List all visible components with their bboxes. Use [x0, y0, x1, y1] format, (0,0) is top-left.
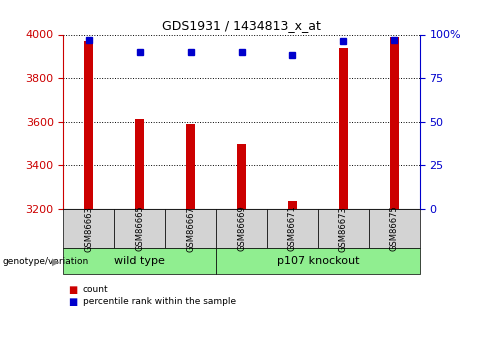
Text: genotype/variation: genotype/variation	[2, 257, 89, 266]
Text: percentile rank within the sample: percentile rank within the sample	[83, 297, 236, 306]
Text: ■: ■	[68, 297, 78, 307]
Bar	[389, 37, 399, 209]
Text: GSM86663: GSM86663	[84, 206, 93, 252]
Bar	[288, 201, 297, 209]
Bar	[339, 48, 348, 209]
Text: GSM86665: GSM86665	[135, 206, 144, 252]
Bar	[84, 41, 94, 209]
Text: GSM86667: GSM86667	[186, 206, 195, 252]
Text: count: count	[83, 285, 109, 294]
Text: ▶: ▶	[52, 256, 60, 266]
Text: GSM86669: GSM86669	[237, 206, 246, 252]
Text: GSM86671: GSM86671	[288, 206, 297, 252]
Text: wild type: wild type	[114, 256, 165, 266]
Text: ■: ■	[68, 285, 78, 295]
Bar	[135, 119, 144, 209]
Text: GSM86673: GSM86673	[339, 206, 348, 252]
Text: p107 knockout: p107 knockout	[277, 256, 359, 266]
Title: GDS1931 / 1434813_x_at: GDS1931 / 1434813_x_at	[162, 19, 321, 32]
Bar	[186, 124, 195, 209]
Bar	[237, 145, 246, 209]
Text: GSM86675: GSM86675	[390, 206, 399, 252]
